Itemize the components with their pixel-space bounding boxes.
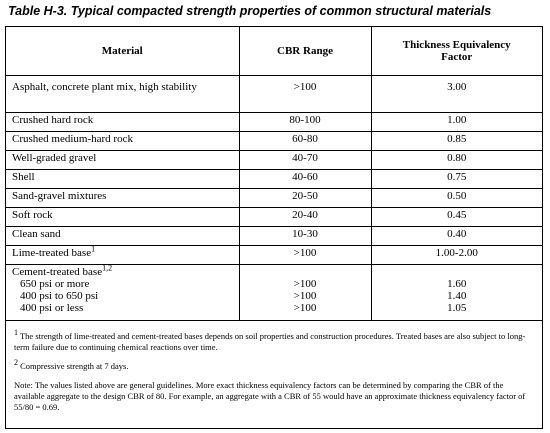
factor: 0.40 — [447, 228, 467, 240]
sub-material: 400 psi or less — [20, 302, 84, 314]
table-row: Lime-treated base1 >100 1.00-2.00 — [6, 244, 542, 265]
cbr-cell: >100 — [238, 245, 372, 265]
factor-cell: 0.80 — [370, 150, 542, 170]
factor-cell: 0.40 — [370, 226, 542, 246]
material-cell: Shell — [6, 169, 240, 189]
factor: 0.85 — [447, 133, 467, 145]
footnote-mark: 1 — [14, 328, 18, 338]
factor: 1.40 — [447, 290, 467, 302]
material-cell: Lime-treated base1 — [6, 244, 240, 265]
factor-cell: 0.50 — [370, 188, 542, 208]
table-row: Sand-gravel mixtures 20-50 0.50 — [6, 188, 542, 208]
cbr-cell: 40-60 — [238, 169, 372, 189]
cbr: 20-50 — [292, 190, 318, 202]
cbr-cell: >100 >100 >100 — [238, 264, 372, 321]
cbr-cell: 80-100 — [238, 112, 372, 132]
material-cell: Well-graded gravel — [6, 150, 240, 170]
footnote: 1 The strength of lime-treated and cemen… — [14, 328, 534, 353]
table-row: Cement-treated base1,2 650 psi or more 400… — [6, 263, 542, 321]
table-title: Table H-3. Typical compacted strength pr… — [8, 4, 492, 18]
cbr-cell: >100 — [238, 75, 372, 113]
material-cell: Cement-treated base1,2 650 psi or more 400… — [6, 263, 240, 321]
cbr: 10-30 — [292, 228, 318, 240]
cbr-cell: 10-30 — [238, 226, 372, 246]
header-cell: Material — [6, 27, 240, 76]
material-cell: Asphalt, concrete plant mix, high stabil… — [6, 75, 240, 113]
factor: 0.50 — [447, 190, 467, 202]
cbr: >100 — [293, 278, 317, 290]
footnotes: 1 The strength of lime-treated and cemen… — [6, 321, 542, 413]
header-cell: Thickness Equivalency Factor — [370, 27, 542, 76]
material-cell: Soft rock — [6, 207, 240, 227]
material: Lime-treated base — [12, 247, 92, 259]
cbr: 20-40 — [292, 209, 318, 221]
table-row: Clean sand 10-30 0.40 — [6, 226, 542, 246]
factor: 1.60 — [447, 278, 467, 290]
material: Asphalt, concrete plant mix, high stabil… — [12, 81, 197, 93]
factor: 0.75 — [447, 171, 467, 183]
table-box: Material CBR Range Thickness Equivalency… — [5, 26, 543, 429]
footnote-text: The strength of lime-treated and cement-… — [14, 331, 526, 352]
table-row: Soft rock 20-40 0.45 — [6, 207, 542, 227]
table-row: Well-graded gravel 40-70 0.80 — [6, 150, 542, 170]
material: Clean sand — [12, 228, 61, 240]
factor: 0.45 — [447, 209, 467, 221]
table-row: Crushed hard rock 80-100 1.00 — [6, 112, 542, 132]
footnote-mark: 2 — [14, 358, 18, 368]
factor-cell: 0.85 — [370, 131, 542, 151]
factor: 1.05 — [447, 302, 467, 314]
header-cell: CBR Range — [238, 27, 372, 76]
material: Crushed hard rock — [12, 114, 94, 126]
factor: 1.00-2.00 — [435, 247, 478, 259]
cbr-cell: 60-80 — [238, 131, 372, 151]
cbr: >100 — [293, 81, 317, 93]
table-row: Shell 40-60 0.75 — [6, 169, 542, 189]
superscript: 1,2 — [102, 263, 113, 273]
factor-cell: 1.00 — [370, 112, 542, 132]
cbr: 80-100 — [289, 114, 321, 126]
material: Soft rock — [12, 209, 53, 221]
factor-cell: 3.00 — [370, 75, 542, 113]
factor-cell: 0.45 — [370, 207, 542, 227]
table: Material CBR Range Thickness Equivalency… — [6, 27, 542, 321]
cbr-cell: 20-50 — [238, 188, 372, 208]
factor-cell: 1.60 1.40 1.05 — [370, 264, 542, 321]
material: Crushed medium-hard rock — [12, 133, 133, 145]
cbr: >100 — [293, 247, 317, 259]
cbr: >100 — [293, 290, 317, 302]
material-cell: Crushed medium-hard rock — [6, 131, 240, 151]
material: Sand-gravel mixtures — [12, 190, 107, 202]
factor: 0.80 — [447, 152, 467, 164]
cbr: 40-70 — [292, 152, 318, 164]
material: Cement-treated base — [12, 266, 103, 278]
header-text: CBR Range — [277, 45, 333, 57]
material-cell: Crushed hard rock — [6, 112, 240, 132]
superscript: 1 — [91, 244, 96, 254]
material-cell: Sand-gravel mixtures — [6, 188, 240, 208]
table-row: Asphalt, concrete plant mix, high stabil… — [6, 75, 542, 113]
cbr: 60-80 — [292, 133, 318, 145]
cbr-cell: 40-70 — [238, 150, 372, 170]
cbr: 40-60 — [292, 171, 318, 183]
cbr: >100 — [293, 302, 317, 314]
factor: 3.00 — [447, 81, 467, 93]
header-row: Material CBR Range Thickness Equivalency… — [6, 27, 542, 76]
material: Shell — [12, 171, 35, 183]
factor-cell: 1.00-2.00 — [370, 245, 542, 265]
sub-material: 650 psi or more — [20, 278, 90, 290]
table-body: Asphalt, concrete plant mix, high stabil… — [6, 75, 542, 321]
footnote-text: Compressive strength at 7 days. — [20, 361, 129, 371]
footnote: 2 Compressive strength at 7 days. — [14, 358, 534, 372]
material-cell: Clean sand — [6, 226, 240, 246]
note: Note: The values listed above are genera… — [14, 380, 526, 412]
table-row: Crushed medium-hard rock 60-80 0.85 — [6, 131, 542, 151]
factor-cell: 0.75 — [370, 169, 542, 189]
sub-material: 400 psi to 650 psi — [20, 290, 99, 302]
cbr-cell: 20-40 — [238, 207, 372, 227]
header-text: Thickness Equivalency Factor — [402, 39, 511, 63]
factor: 1.00 — [447, 114, 467, 126]
material: Well-graded gravel — [12, 152, 97, 164]
